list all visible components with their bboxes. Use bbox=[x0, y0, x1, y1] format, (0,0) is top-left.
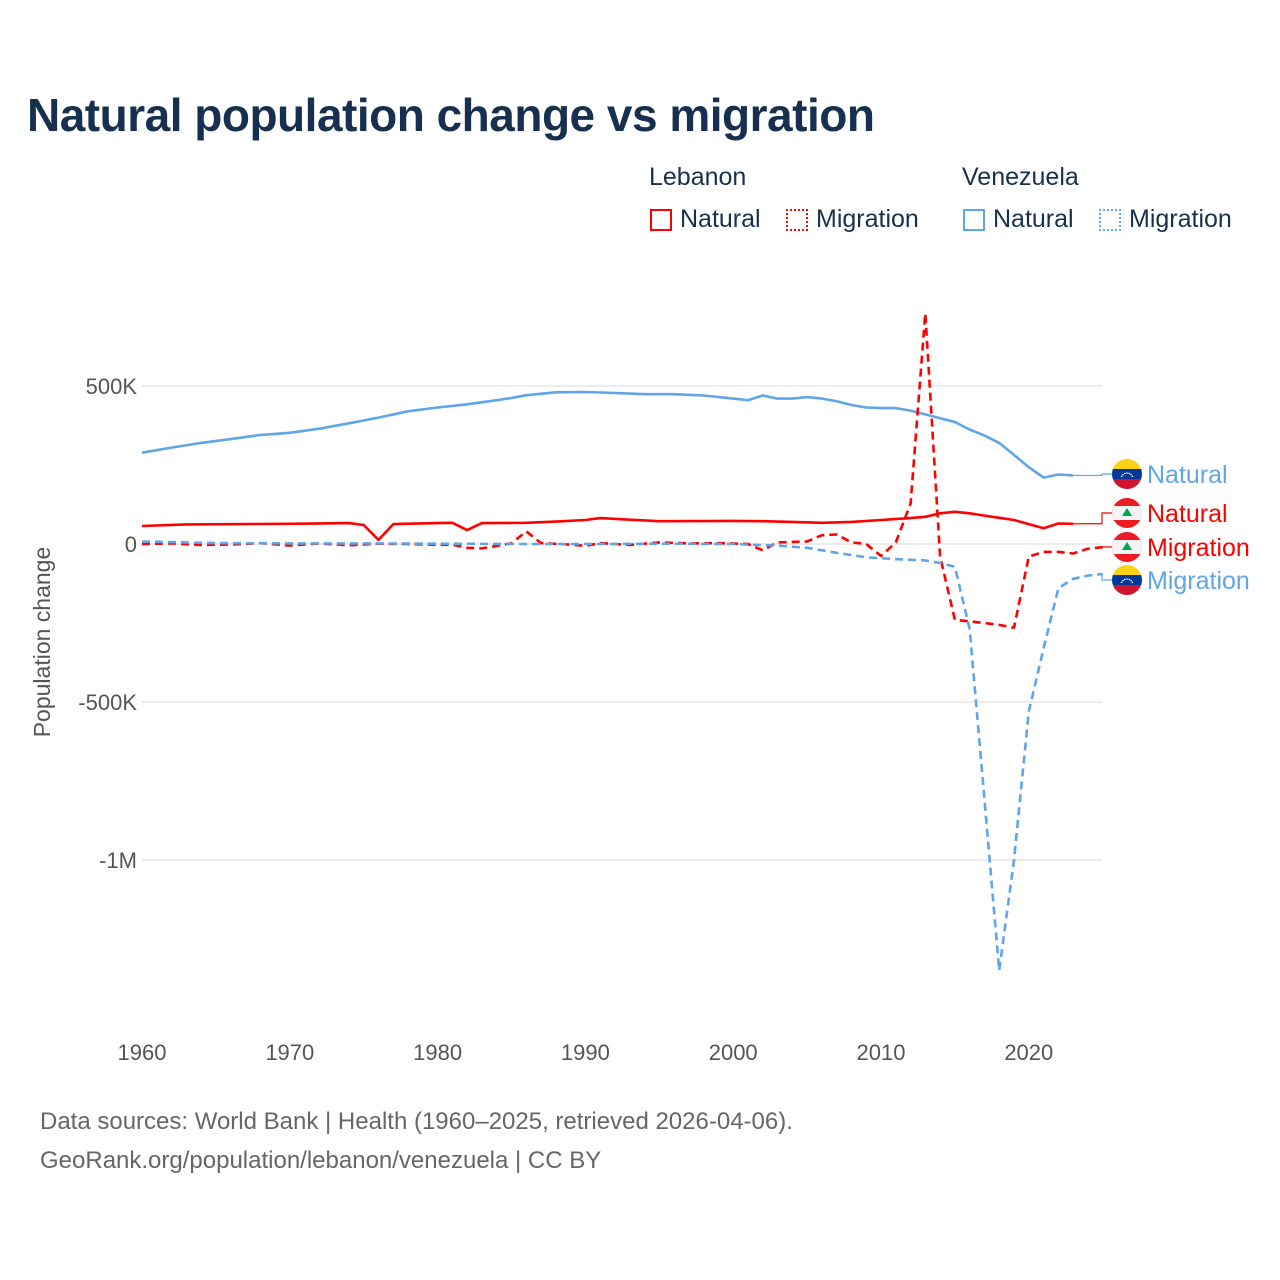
legend-label: Migration bbox=[816, 205, 919, 233]
footer-link[interactable]: GeoRank.org/population/lebanon/venezuela… bbox=[40, 1147, 602, 1174]
legend-swatch-solid-red bbox=[650, 208, 672, 231]
x-tick-label: 2020 bbox=[1004, 1040, 1053, 1065]
series-lines bbox=[141, 312, 1103, 972]
x-tick-label: 1970 bbox=[265, 1040, 314, 1065]
y-tick-label: 0 bbox=[125, 532, 137, 557]
legend-lebanon-natural[interactable]: Natural bbox=[650, 205, 761, 234]
series-line-lebanon-migration bbox=[141, 312, 1103, 629]
legend-lebanon-migration[interactable]: Migration bbox=[786, 205, 919, 234]
footer-sources: Data sources: World Bank | Health (1960–… bbox=[40, 1108, 793, 1135]
legend-group-venezuela: Venezuela bbox=[962, 163, 1079, 191]
end-label-lebanon-migration: Migration bbox=[1147, 534, 1250, 562]
label-connector bbox=[1073, 473, 1112, 477]
end-label-venezuela-natural: Natural bbox=[1147, 461, 1228, 489]
lebanon-flag-icon bbox=[1112, 532, 1142, 562]
x-tick-label: 1960 bbox=[118, 1040, 167, 1065]
series-line-venezuela-natural bbox=[141, 390, 1074, 479]
legend-venezuela-natural[interactable]: Natural bbox=[963, 205, 1074, 234]
legend-swatch-solid-blue bbox=[963, 208, 985, 231]
chart-title: Natural population change vs migration bbox=[27, 89, 875, 141]
gridlines bbox=[142, 385, 1102, 861]
legend-label: Natural bbox=[993, 205, 1074, 233]
lebanon-flag-icon bbox=[1112, 498, 1142, 528]
legend-swatch-dotted-blue bbox=[1099, 208, 1121, 231]
y-tick-label: -1M bbox=[99, 848, 137, 873]
x-axis-ticks: 1960 1970 1980 1990 2000 2010 2020 bbox=[118, 1040, 1054, 1065]
legend-label: Natural bbox=[680, 205, 761, 233]
legend-group-lebanon: Lebanon bbox=[649, 163, 747, 191]
venezuela-flag-icon bbox=[1112, 459, 1142, 489]
label-connector bbox=[1101, 573, 1112, 581]
legend-swatch-dotted-red bbox=[786, 208, 808, 231]
venezuela-flag-icon bbox=[1112, 565, 1142, 595]
y-axis-label: Population change bbox=[29, 547, 55, 738]
series-line-venezuela-migration bbox=[141, 540, 1103, 972]
end-label-lebanon-natural: Natural bbox=[1147, 500, 1228, 528]
x-tick-label: 1990 bbox=[561, 1040, 610, 1065]
x-tick-label: 1980 bbox=[413, 1040, 462, 1065]
label-connector bbox=[1073, 512, 1112, 525]
y-axis-ticks: 500K 0 -500K -1M bbox=[78, 374, 137, 873]
legend-venezuela-migration[interactable]: Migration bbox=[1099, 205, 1232, 234]
end-label-venezuela-migration: Migration bbox=[1147, 567, 1250, 595]
series-line-lebanon-natural bbox=[141, 510, 1074, 542]
x-tick-label: 2000 bbox=[709, 1040, 758, 1065]
legend-label: Migration bbox=[1129, 205, 1232, 233]
end-labels: Natural Natural Migration Migration bbox=[1073, 459, 1250, 595]
x-tick-label: 2010 bbox=[857, 1040, 906, 1065]
y-tick-label: 500K bbox=[86, 374, 138, 399]
y-tick-label: -500K bbox=[78, 690, 137, 715]
